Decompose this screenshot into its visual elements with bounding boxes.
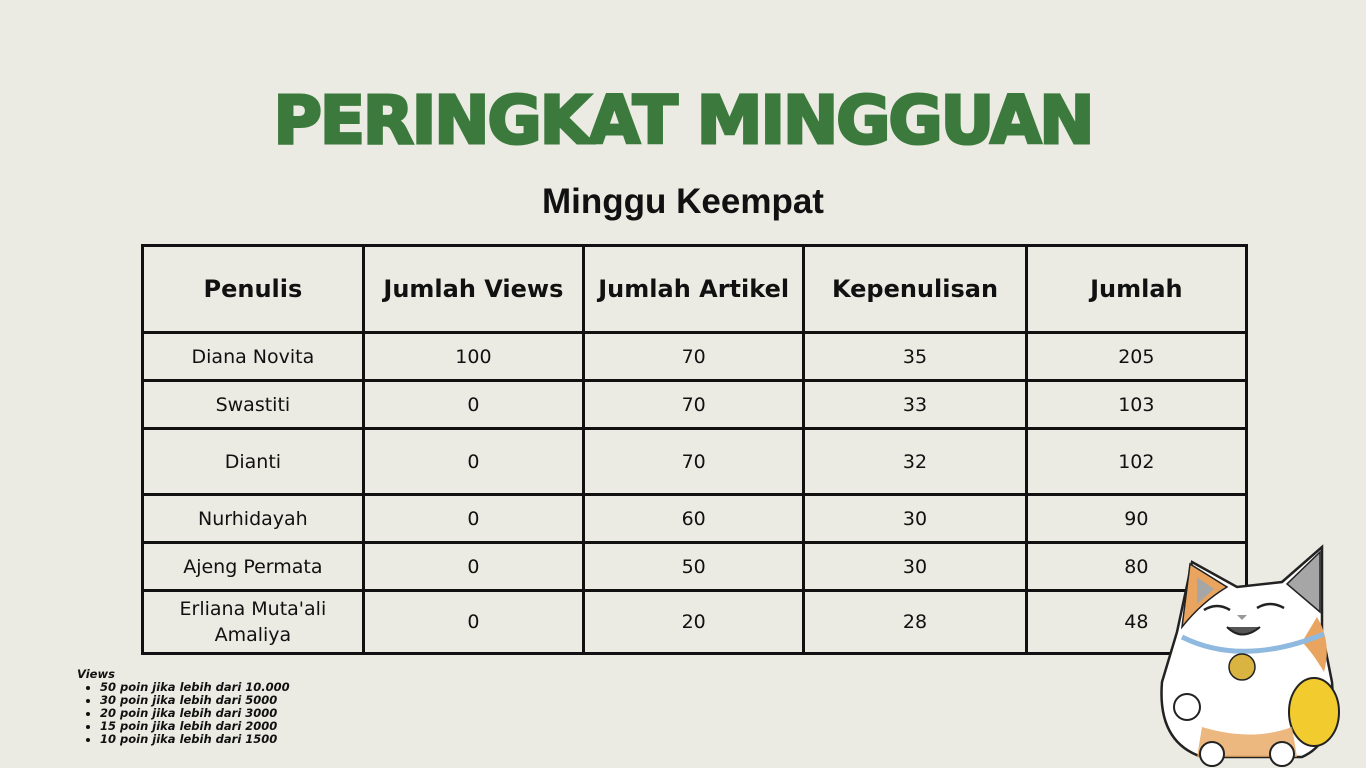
cell-views: 0 (361, 379, 586, 430)
cell-kepenulisan: 28 (802, 589, 1028, 655)
table-row: Dianti 0 70 32 102 (141, 427, 1249, 496)
table-header-row: Penulis Jumlah Views Jumlah Artikel Kepe… (141, 244, 1249, 334)
header-penulis: Penulis (141, 244, 365, 334)
note-item: 30 poin jika lebih dari 5000 (100, 694, 290, 707)
cell-jumlah: 90 (1024, 493, 1249, 544)
table-row: Swastiti 0 70 33 103 (141, 379, 1249, 430)
header-kepenulisan: Kepenulisan (802, 244, 1028, 334)
header-jumlah: Jumlah (1024, 244, 1249, 334)
cell-penulis: Erliana Muta'ali Amaliya (141, 589, 365, 655)
note-item: 15 poin jika lebih dari 2000 (100, 720, 290, 733)
cell-penulis: Nurhidayah (141, 493, 365, 544)
note-item: 10 poin jika lebih dari 1500 (100, 733, 290, 746)
page-subtitle: Minggu Keempat (542, 182, 824, 221)
cell-kepenulisan: 32 (802, 427, 1028, 496)
notes-list: 50 poin jika lebih dari 10.000 30 poin j… (77, 681, 290, 746)
notes-heading: Views (77, 667, 115, 681)
cell-penulis: Diana Novita (141, 331, 365, 382)
note-item: 50 poin jika lebih dari 10.000 (100, 681, 290, 694)
cell-views: 0 (361, 541, 586, 592)
cell-artikel: 60 (582, 493, 806, 544)
cell-views: 0 (361, 493, 586, 544)
views-scoring-notes: Views 50 poin jika lebih dari 10.000 30 … (77, 668, 290, 746)
cell-penulis: Swastiti (141, 379, 365, 430)
cell-artikel: 70 (582, 379, 806, 430)
table-row: Diana Novita 100 70 35 205 (141, 331, 1249, 382)
note-item: 20 poin jika lebih dari 3000 (100, 707, 290, 720)
ranking-table: Penulis Jumlah Views Jumlah Artikel Kepe… (141, 244, 1249, 655)
cell-kepenulisan: 30 (802, 493, 1028, 544)
cell-views: 100 (361, 331, 586, 382)
header-artikel: Jumlah Artikel (582, 244, 806, 334)
cell-jumlah: 102 (1024, 427, 1249, 496)
cell-artikel: 70 (582, 427, 806, 496)
cell-penulis: Dianti (141, 427, 365, 496)
cell-artikel: 20 (582, 589, 806, 655)
header-views: Jumlah Views (361, 244, 586, 334)
table-row: Nurhidayah 0 60 30 90 (141, 493, 1249, 544)
cell-kepenulisan: 30 (802, 541, 1028, 592)
cell-artikel: 70 (582, 331, 806, 382)
page-title: Peringkat Mingguan (272, 81, 1096, 161)
cell-views: 0 (361, 427, 586, 496)
cell-kepenulisan: 35 (802, 331, 1028, 382)
cell-penulis: Ajeng Permata (141, 541, 365, 592)
cell-views: 0 (361, 589, 586, 655)
table-row: Erliana Muta'ali Amaliya 0 20 28 48 (141, 589, 1249, 655)
cell-kepenulisan: 33 (802, 379, 1028, 430)
table-row: Ajeng Permata 0 50 30 80 (141, 541, 1249, 592)
cell-artikel: 50 (582, 541, 806, 592)
cell-jumlah: 103 (1024, 379, 1249, 430)
cell-jumlah: 205 (1024, 331, 1249, 382)
lucky-cat-icon (1160, 544, 1340, 767)
